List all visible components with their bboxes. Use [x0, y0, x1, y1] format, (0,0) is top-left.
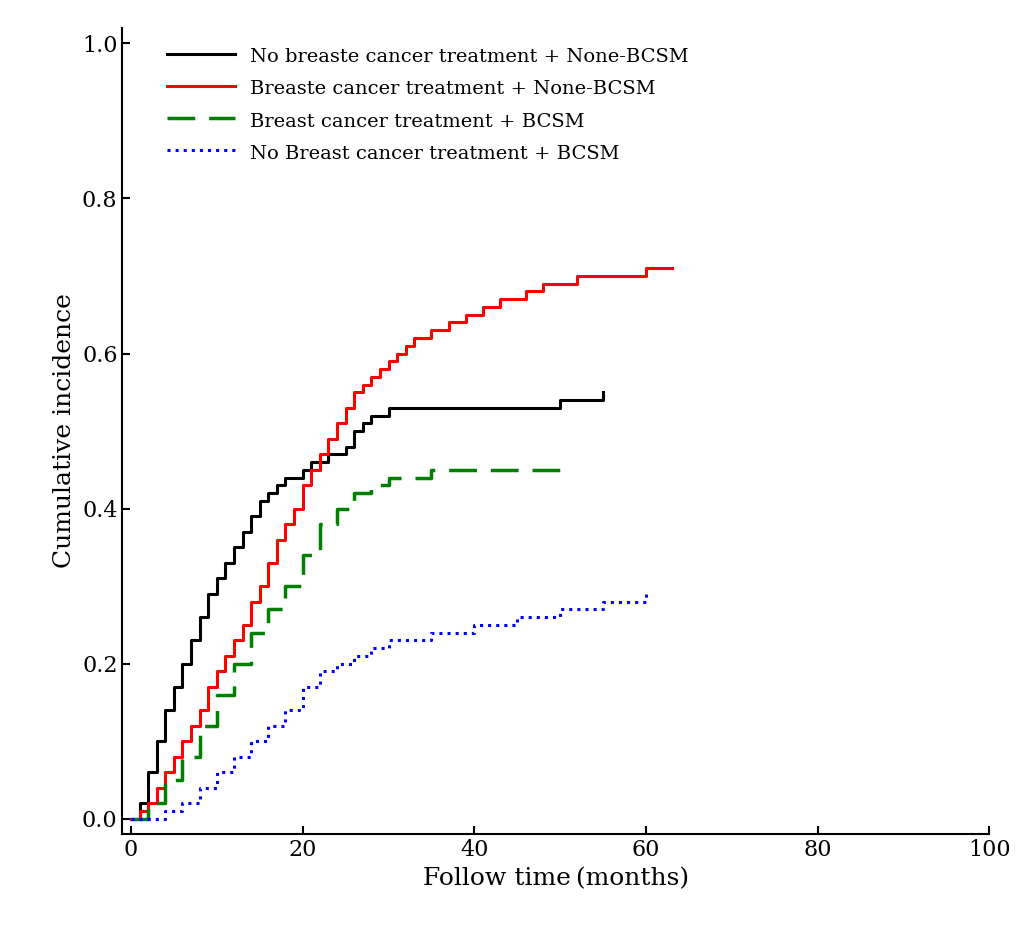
Legend: No breaste cancer treatment + None-BCSM, Breaste cancer treatment + None-BCSM, B: No breaste cancer treatment + None-BCSM,…: [167, 45, 689, 163]
X-axis label: Follow time (months): Follow time (months): [423, 867, 688, 890]
Y-axis label: Cumulative incidence: Cumulative incidence: [53, 294, 76, 568]
